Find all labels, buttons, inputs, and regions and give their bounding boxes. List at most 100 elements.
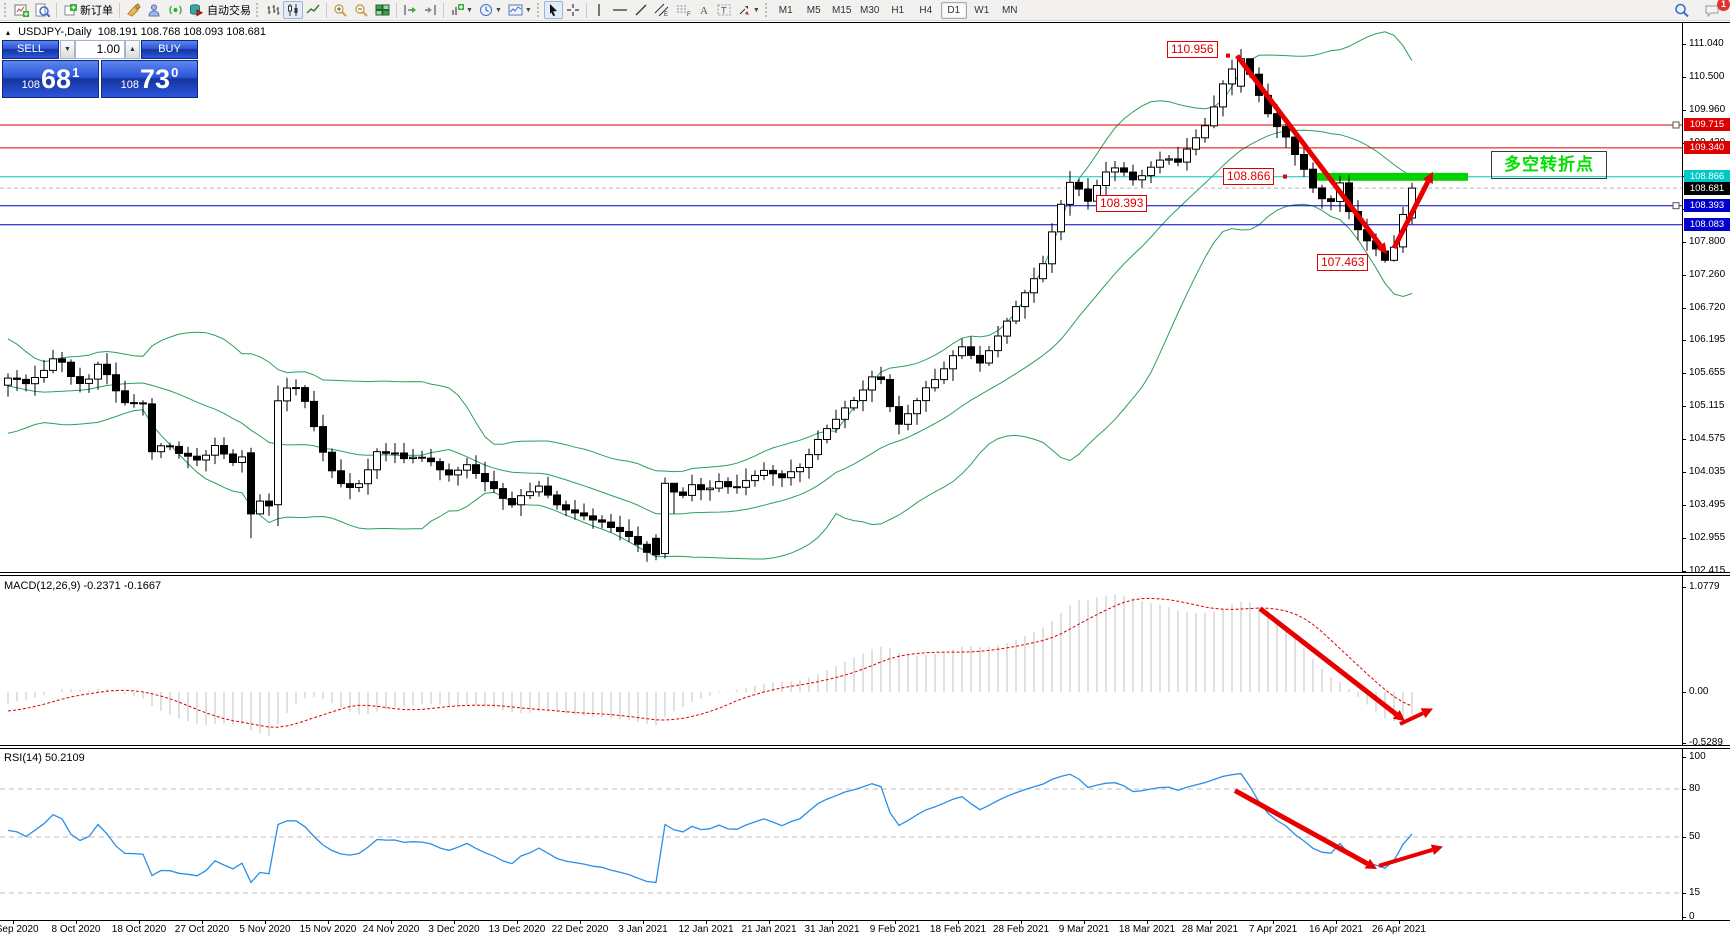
chart-shift-button[interactable]: [420, 1, 440, 19]
horizontal-line-button[interactable]: [609, 1, 631, 19]
new-order-plus-icon: [64, 4, 77, 16]
notifications-button[interactable]: 1: [1701, 0, 1730, 19]
line-handle[interactable]: [1672, 121, 1680, 129]
auto-scroll-button[interactable]: [400, 1, 420, 19]
rsi-panel[interactable]: [0, 750, 1730, 920]
toolbar-separator: [443, 2, 444, 18]
price-tick-mark: [1682, 110, 1686, 111]
volume-decrease-button[interactable]: ▼: [60, 40, 75, 59]
vertical-line-icon: [598, 4, 600, 16]
date-tick-label: 22 Dec 2020: [551, 924, 609, 935]
price-tick-label: 106.720: [1689, 302, 1726, 313]
vertical-line-button[interactable]: [590, 1, 609, 19]
turning-point-text[interactable]: 多空转折点: [1491, 151, 1607, 179]
collapse-panel-icon[interactable]: ▴: [6, 28, 11, 37]
line-chart-button[interactable]: [303, 1, 323, 19]
periods-dropdown-caret[interactable]: ▼: [494, 6, 502, 14]
tab-timeframe-W1[interactable]: W1: [974, 4, 990, 16]
price-tick-label: 102.415: [1689, 565, 1726, 576]
rsi-tick-mark: [1682, 837, 1686, 838]
price-tick-label: 104.035: [1689, 466, 1726, 477]
annotation-low-price[interactable]: 107.463: [1317, 254, 1369, 271]
arrows-tool-button[interactable]: ▼: [734, 1, 763, 19]
equidistant-channel-button[interactable]: E: [651, 1, 673, 19]
sell-price-main: 68: [41, 63, 72, 94]
search-button[interactable]: [1671, 1, 1693, 19]
price-tag-108.393: 108.393: [1684, 199, 1730, 212]
main-macd-divider[interactable]: [0, 572, 1730, 576]
zoom-in-button[interactable]: [330, 1, 351, 19]
annotation-level-price[interactable]: 108.866: [1223, 168, 1275, 185]
date-tick-mark: [1273, 920, 1274, 924]
date-tick-mark: [265, 920, 266, 924]
svg-text:E: E: [664, 12, 668, 17]
rsi-tick-mark: [1682, 917, 1686, 918]
new-chart-button[interactable]: [11, 1, 32, 19]
horizontal-line-icon: [612, 9, 627, 11]
main-price-chart[interactable]: [0, 23, 1730, 572]
macd-rsi-divider[interactable]: [0, 745, 1730, 749]
fibonacci-button[interactable]: F: [673, 1, 695, 19]
buy-button[interactable]: BUY: [141, 40, 198, 59]
templates-button[interactable]: ▼: [505, 1, 535, 19]
signal-button[interactable]: [165, 1, 186, 19]
autotrading-button[interactable]: 自动交易: [186, 1, 254, 19]
annotation-anchor-square: [1283, 174, 1287, 179]
date-tick-label: 24 Nov 2020: [362, 924, 420, 935]
price-tick-label: 107.800: [1689, 236, 1726, 247]
new-order-button[interactable]: 新订单: [60, 1, 116, 19]
trend-arrow: [1378, 844, 1443, 868]
text-button[interactable]: A: [695, 1, 714, 19]
buy-price-button[interactable]: 108 73 0: [101, 60, 198, 98]
tile-windows-button[interactable]: [372, 1, 393, 19]
trendline-button[interactable]: [631, 1, 651, 19]
sell-price-button[interactable]: 108 68 1: [2, 60, 99, 98]
cursor-button[interactable]: [543, 1, 563, 19]
bar-chart-button[interactable]: [263, 1, 283, 19]
crosshair-button[interactable]: [563, 1, 583, 19]
macd-panel[interactable]: [0, 577, 1730, 745]
volume-increase-button[interactable]: ▲: [125, 40, 140, 59]
annotation-peak-price[interactable]: 110.956: [1167, 41, 1218, 58]
line-handle[interactable]: [1672, 202, 1680, 210]
tab-timeframe-D1[interactable]: D1: [940, 1, 967, 19]
turning-point-zone[interactable]: [1310, 172, 1468, 181]
tab-timeframe-MN[interactable]: MN: [1001, 4, 1018, 16]
buy-price-pip: 0: [171, 65, 179, 80]
candlestick-chart-button[interactable]: [283, 1, 303, 19]
volume-input[interactable]: 1.00: [75, 40, 125, 59]
date-tick-label: 16 Apr 2021: [1309, 924, 1363, 935]
price-tick-label: 109.960: [1689, 104, 1726, 115]
tab-timeframe-H4[interactable]: H4: [919, 4, 933, 16]
sell-button[interactable]: SELL: [2, 40, 59, 59]
profile-button[interactable]: [144, 1, 165, 19]
tab-timeframe-H1[interactable]: H1: [891, 4, 905, 16]
trend-arrow: [1233, 788, 1377, 869]
templates-dropdown-caret[interactable]: ▼: [524, 6, 532, 14]
date-tick-mark: [958, 920, 959, 924]
price-tick-mark: [1682, 406, 1686, 407]
price-tag-108.866: 108.866: [1684, 170, 1730, 183]
indicators-dropdown-caret[interactable]: ▼: [466, 6, 473, 14]
date-axis-border: [0, 920, 1730, 921]
macd-tick-mark: [1682, 692, 1686, 693]
text-label-button[interactable]: T: [714, 1, 734, 19]
periods-button[interactable]: ▼: [476, 1, 505, 19]
price-tick-mark: [1682, 505, 1686, 506]
arrows-dropdown-caret[interactable]: ▼: [752, 6, 760, 14]
tab-timeframe-M5[interactable]: M5: [806, 4, 821, 16]
market-watch-button[interactable]: [32, 1, 53, 19]
date-tick-label: 15 Nov 2020: [299, 924, 357, 935]
tab-timeframe-M1[interactable]: M1: [778, 4, 793, 16]
annotation-mid-price[interactable]: 108.393: [1096, 195, 1148, 212]
tab-timeframe-M15[interactable]: M15: [832, 4, 852, 16]
zoom-out-button[interactable]: [351, 1, 372, 19]
tab-timeframe-M30[interactable]: M30: [860, 4, 880, 16]
sell-price-pip: 1: [72, 65, 80, 80]
toolbar-right: 1: [1667, 0, 1730, 19]
toolbar-grip: [536, 3, 542, 17]
styler-button[interactable]: [123, 1, 144, 19]
indicators-button[interactable]: ▼: [447, 1, 476, 19]
timeframe-group: M1 M5 M15 M30 H1 H4 D1 W1 MN: [772, 1, 1024, 19]
date-tick-label: 12 Jan 2021: [678, 924, 734, 935]
